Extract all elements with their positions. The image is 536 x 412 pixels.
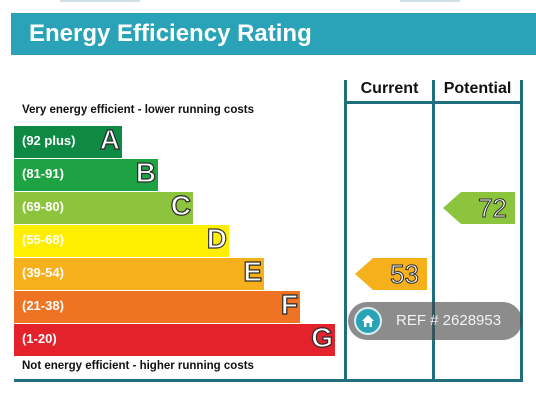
band-letter: E xyxy=(243,255,263,287)
rating-band-e: (39-54) E xyxy=(14,255,264,290)
band-range-label: (92 plus) xyxy=(22,133,76,148)
potential-arrow-shape xyxy=(443,192,515,224)
band-range-label: (39-54) xyxy=(22,265,64,280)
reference-number: REF # 2628953 xyxy=(396,312,502,329)
home-icon xyxy=(354,307,382,335)
frame-right-line xyxy=(520,80,523,381)
potential-rating-value: 72 xyxy=(478,193,508,224)
inefficient-note: Not energy efficient - higher running co… xyxy=(22,360,254,372)
reference-watermark: REF # 2628953 xyxy=(348,302,522,340)
frame-bottom-line xyxy=(14,379,523,382)
rating-band-g: (1-20) G xyxy=(14,321,335,356)
rating-band-f: (21-38) F xyxy=(14,288,300,323)
column-header-potential: Potential xyxy=(443,80,512,97)
top-strip-right xyxy=(400,0,460,2)
efficient-note: Very energy efficient - lower running co… xyxy=(22,104,254,116)
frame-header-divider xyxy=(344,101,523,104)
band-letter: C xyxy=(170,189,191,221)
band-range-label: (1-20) xyxy=(22,331,57,346)
rating-band-a: (92 plus) A xyxy=(14,123,122,158)
band-range-label: (81-91) xyxy=(22,166,64,181)
rating-header: Energy Efficiency Rating xyxy=(11,13,536,55)
band-range-label: (69-80) xyxy=(22,199,64,214)
top-strip-left xyxy=(60,0,140,2)
potential-rating-arrow: 72 xyxy=(443,192,515,224)
band-letter: G xyxy=(311,321,334,353)
rating-band-d: (55-68) D xyxy=(14,222,229,257)
band-letter: F xyxy=(280,288,298,320)
band-letter: A xyxy=(99,123,120,155)
band-range-label: (21-38) xyxy=(22,298,64,313)
rating-band-c: (69-80) C xyxy=(14,189,193,224)
page-title: Energy Efficiency Rating xyxy=(29,20,312,47)
frame-left-line xyxy=(344,80,347,381)
current-rating-value: 53 xyxy=(390,259,420,290)
band-letter: D xyxy=(206,222,227,254)
column-header-current: Current xyxy=(360,80,419,97)
current-arrow-shape xyxy=(355,258,427,290)
current-rating-arrow: 53 xyxy=(355,258,427,290)
band-range-label: (55-68) xyxy=(22,232,64,247)
band-letter: B xyxy=(135,156,156,188)
frame-middle-line xyxy=(432,80,435,381)
rating-band-b: (81-91) B xyxy=(14,156,158,191)
